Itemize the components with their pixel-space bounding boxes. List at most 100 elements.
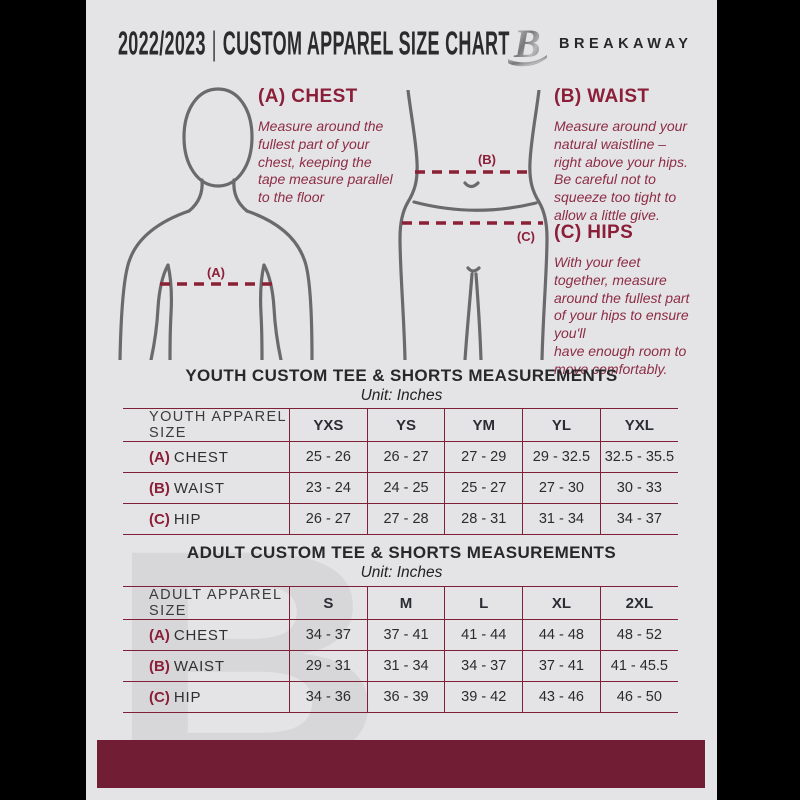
table-cell: 30 - 33 <box>599 472 678 504</box>
brand-name: BREAKAWAY <box>559 36 693 52</box>
svg-text:B: B <box>513 21 541 66</box>
table-cell: 41 - 44 <box>444 619 523 651</box>
row-prefix: (B) <box>149 657 170 675</box>
table-cell: 27 - 30 <box>522 472 601 504</box>
column-header: S <box>289 586 368 620</box>
inner-arm-left <box>149 263 170 360</box>
row-label: HIP <box>173 510 202 528</box>
column-header: 2XL <box>599 586 678 620</box>
row-label: CHEST <box>173 626 229 644</box>
table-cell: 39 - 42 <box>444 681 523 713</box>
table-cell: 25 - 26 <box>289 441 368 473</box>
table-cell: 41 - 45.5 <box>599 650 678 682</box>
crotch-curve <box>466 266 481 273</box>
waist-marker-label: (B) <box>478 152 496 167</box>
chest-guide: (A) CHEST Measure around the fullest par… <box>258 86 438 207</box>
adult-table-unit: Unit: Inches <box>360 564 443 581</box>
waist-guide: (B) WAIST Measure around your natural wa… <box>554 86 717 225</box>
row-label-cell: (C) HIP <box>123 503 290 535</box>
table-cell: 27 - 29 <box>444 441 523 473</box>
table-cell: 24 - 25 <box>366 472 445 504</box>
torso-side-right <box>259 263 266 360</box>
row-prefix: (A) <box>149 448 170 466</box>
youth-size-table: YOUTH APPAREL SIZE YXS YS YM YL YXL (A) … <box>123 408 678 535</box>
waist-instructions: Measure around your natural waistline – … <box>554 118 688 223</box>
table-cell: 27 - 28 <box>366 503 445 535</box>
shoulder-arm-right <box>245 209 314 360</box>
row-label-cell: (B) WAIST <box>123 472 290 504</box>
waist-hips-diagram: (B) (C) <box>398 90 549 360</box>
hips-heading: (C) HIPS <box>554 222 634 243</box>
table-cell: 37 - 41 <box>522 650 601 682</box>
hips-instructions: With your feet together, measure around … <box>554 254 690 377</box>
table-row-hip: (C) HIP 34 - 36 36 - 39 39 - 42 43 - 46 … <box>123 681 678 713</box>
table-row-waist: (B) WAIST 23 - 24 24 - 25 25 - 27 27 - 3… <box>123 472 678 504</box>
page-title: 2022/2023 | CUSTOM APPAREL SIZE CHART <box>118 26 510 63</box>
table-cell: 37 - 41 <box>366 619 445 651</box>
season-label: 2022/2023 <box>118 26 206 63</box>
youth-table-unit: Unit: Inches <box>360 387 443 404</box>
column-header: XL <box>522 586 601 620</box>
row-label-cell: (A) CHEST <box>123 441 290 473</box>
youth-table-title: YOUTH CUSTOM TEE & SHORTS MEASUREMENTS <box>185 366 618 385</box>
row-label: HIP <box>173 688 202 706</box>
table-row-waist: (B) WAIST 29 - 31 31 - 34 34 - 37 37 - 4… <box>123 650 678 682</box>
title-divider: | <box>211 26 217 63</box>
table-cell: 36 - 39 <box>366 681 445 713</box>
table-row-hip: (C) HIP 26 - 27 27 - 28 28 - 31 31 - 34 … <box>123 503 678 535</box>
table-cell: 26 - 27 <box>366 441 445 473</box>
table-cell: 29 - 31 <box>289 650 368 682</box>
row-label: WAIST <box>173 479 225 497</box>
row-prefix: (C) <box>149 688 170 706</box>
table-cell: 48 - 52 <box>599 619 678 651</box>
column-header: YOUTH APPAREL SIZE <box>123 408 290 442</box>
table-cell: 31 - 34 <box>366 650 445 682</box>
table-cell: 34 - 36 <box>289 681 368 713</box>
footer-accent-bar <box>97 740 705 788</box>
table-cell: 34 - 37 <box>444 650 523 682</box>
inner-arm-right <box>262 263 283 360</box>
torso-diagram: (A) <box>118 87 314 360</box>
row-prefix: (B) <box>149 479 170 497</box>
row-label-cell: (C) HIP <box>123 681 290 713</box>
breakaway-b-logo-icon: B <box>508 21 547 67</box>
chest-heading: (A) CHEST <box>258 86 358 107</box>
table-header-row: ADULT APPAREL SIZE S M L XL 2XL <box>123 586 678 620</box>
column-header: M <box>366 586 445 620</box>
column-header: YS <box>366 408 445 442</box>
table-cell: 46 - 50 <box>599 681 678 713</box>
table-cell: 23 - 24 <box>289 472 368 504</box>
hips-guide: (C) HIPS With your feet together, measur… <box>554 222 717 378</box>
table-cell: 43 - 46 <box>522 681 601 713</box>
row-prefix: (A) <box>149 626 170 644</box>
shoulder-arm-left <box>118 209 191 360</box>
row-label-cell: (B) WAIST <box>123 650 290 682</box>
column-header: YM <box>444 408 523 442</box>
waist-heading: (B) WAIST <box>554 86 650 107</box>
adult-table-title: ADULT CUSTOM TEE & SHORTS MEASUREMENTS <box>186 543 617 562</box>
torso-side-left <box>166 263 173 360</box>
table-row-chest: (A) CHEST 25 - 26 26 - 27 27 - 29 29 - 3… <box>123 441 678 473</box>
table-cell: 44 - 48 <box>522 619 601 651</box>
body-side-right <box>528 90 549 360</box>
column-header: YXS <box>289 408 368 442</box>
column-header: L <box>444 586 523 620</box>
chest-marker-label: (A) <box>207 265 225 280</box>
title-text: CUSTOM APPAREL SIZE CHART <box>222 26 510 63</box>
neck-left <box>187 178 204 213</box>
column-header: YXL <box>599 408 678 442</box>
navel <box>463 181 480 189</box>
table-cell: 32.5 - 35.5 <box>599 441 678 473</box>
column-header: YL <box>522 408 601 442</box>
row-label-cell: (A) CHEST <box>123 619 290 651</box>
waistband-curve <box>412 200 538 212</box>
table-cell: 34 - 37 <box>599 503 678 535</box>
table-cell: 28 - 31 <box>444 503 523 535</box>
table-cell: 34 - 37 <box>289 619 368 651</box>
inner-leg-right <box>474 272 483 360</box>
adult-size-table: ADULT APPAREL SIZE S M L XL 2XL (A) CHES… <box>123 586 678 713</box>
inner-leg-left <box>463 272 474 360</box>
table-cell: 31 - 34 <box>522 503 601 535</box>
table-row-chest: (A) CHEST 34 - 37 37 - 41 41 - 44 44 - 4… <box>123 619 678 651</box>
head-outline <box>182 87 254 188</box>
